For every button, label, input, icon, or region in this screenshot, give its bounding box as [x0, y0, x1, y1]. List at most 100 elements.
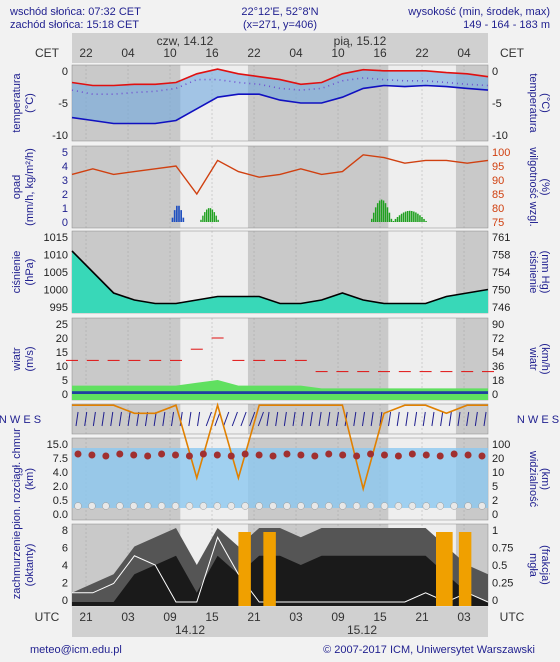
wind-dir-arrow [84, 411, 88, 427]
wind-dir-arrow [162, 411, 166, 427]
cloud-base-dot [338, 502, 347, 510]
cloudbase-tick-left: 0.0 [53, 509, 68, 521]
cloud-base-dot [102, 502, 110, 510]
precip-bar [204, 212, 206, 222]
cloud-top-dot [102, 452, 110, 460]
timezone-bottom-right: UTC [500, 610, 525, 624]
elev-label: wysokość (min, środek, max) [408, 6, 550, 18]
dewpoint-series [71, 84, 489, 125]
wind-tick-right: 0 [492, 389, 498, 401]
elevation-info: wysokość (min, środek, max) 149 - 164 - … [408, 6, 550, 32]
cloudbase-tick-left: 7.5 [53, 453, 68, 465]
wind-dir-arrow [353, 411, 357, 427]
precip-bar [171, 217, 174, 222]
pressure-tick-left: 1005 [44, 267, 68, 279]
cloud-base-dot [157, 502, 166, 510]
wind-tick-right: 72 [492, 333, 504, 345]
cloudbase-tick-left: 4.0 [53, 467, 68, 479]
precip-bar [388, 212, 391, 222]
cloud-base-dot [283, 502, 291, 510]
precip-right-unit: (%) [539, 178, 551, 195]
cloud-top-dot [74, 450, 82, 458]
precip-bar [217, 219, 219, 222]
temperature-tick-right: -5 [492, 98, 502, 110]
hour-tick-bottom: 09 [331, 610, 345, 624]
cloud-base-dot [325, 502, 333, 510]
cloudbase-tick-right: 100 [492, 439, 510, 451]
cloud-top-dot [199, 450, 207, 458]
hour-tick-top: 04 [121, 46, 135, 60]
wind-base-band [72, 391, 488, 394]
pressure-left-label: ciśnienie [11, 251, 23, 294]
cloud-base-dot [450, 502, 458, 510]
precip-bar [213, 212, 216, 222]
precip-bar [392, 220, 395, 222]
hour-tick-bottom: 15 [205, 610, 219, 624]
pressure-tick-left: 1010 [44, 250, 68, 262]
precip-bar [417, 213, 419, 222]
cloud-base-dot [366, 502, 375, 510]
clouds-tick-right: 0.25 [492, 578, 513, 590]
compass-left: N W E S [0, 414, 41, 426]
cloud-base-dot [380, 502, 389, 510]
cloud-top-dot [88, 451, 96, 459]
clouds-right-label: mgła [527, 553, 539, 578]
wind-dir-arrow [144, 411, 148, 427]
precip-tick-left: 0 [62, 217, 68, 229]
cloudbase-tick-right: 0 [492, 509, 498, 521]
cloud-base-dot [352, 502, 361, 510]
cloud-base-dot [171, 502, 180, 510]
cloud-top-dot [311, 452, 319, 460]
wind-dir-arrow [266, 411, 270, 427]
cloudbase-tick-right: 10 [492, 467, 504, 479]
precip-bar [371, 218, 373, 222]
wind-dir-arrow [431, 411, 435, 427]
cloud-base-dot [88, 502, 96, 510]
precip-bar [207, 208, 210, 222]
wind-dir-arrow [474, 411, 478, 427]
wind-dir-arrow [370, 411, 374, 427]
wind-dir-arrow [405, 411, 409, 427]
wind-dir-arrow [153, 411, 157, 427]
wind-tick-left: 15 [56, 347, 68, 359]
cloud-base-dot [143, 502, 152, 510]
precip-bar [205, 209, 208, 222]
hour-tick-top: 22 [247, 46, 261, 60]
cloud-base-dot [269, 502, 277, 510]
cloud-top-dot [269, 452, 277, 460]
hour-tick-bottom: 21 [79, 610, 93, 624]
cloud-top-dot [283, 450, 291, 458]
elev-values: 149 - 164 - 183 m [463, 19, 550, 31]
humidity-series [71, 154, 489, 196]
pressure-area [72, 251, 488, 313]
wind-left-label: wiatr [11, 347, 23, 372]
precip-bar [413, 211, 415, 222]
precip-bar [408, 210, 411, 222]
pressure-left-unit: (hPa) [24, 259, 36, 286]
low-cloud-area [72, 555, 488, 606]
cloud-top-dot [367, 450, 375, 458]
sun-info: wschód słońca: 07:32 CET zachód słońca: … [10, 6, 141, 32]
cloud-top-dot [436, 452, 444, 460]
hour-tick-top: 16 [373, 46, 387, 60]
hour-tick-top: 04 [457, 46, 471, 60]
hour-tick-top: 10 [163, 46, 177, 60]
cloud-top-dot [241, 450, 249, 458]
timezone-top-right: CET [500, 46, 525, 60]
wind-left-unit: (m/s) [24, 346, 36, 371]
cloud-top-dot [185, 452, 193, 460]
cloud-top-dot [130, 451, 138, 459]
location-info: 22°12'E, 52°8'N (x=271, y=406) [0, 6, 560, 32]
cloudbase-tick-left: 15.0 [47, 439, 68, 451]
cloud-line-series [72, 536, 489, 603]
cloud-base-dot [129, 502, 138, 510]
footer-copyright: © 2007-2017 ICM, Uniwersytet Warszawski [323, 644, 535, 656]
clouds-left-unit: (oktanty) [24, 544, 36, 587]
day-label-top: czw, 14.12 [157, 34, 214, 48]
cloud-top-dot [172, 451, 180, 459]
wind-dir-arrow [249, 411, 256, 427]
footer-email[interactable]: meteo@icm.edu.pl [30, 644, 122, 656]
precip-bar [423, 218, 425, 222]
precip-bar [394, 218, 397, 222]
hour-tick-top: 22 [415, 46, 429, 60]
